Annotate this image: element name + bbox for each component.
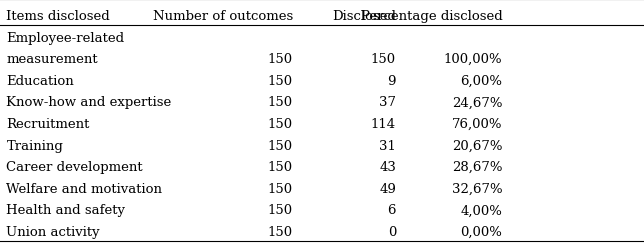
Text: 31: 31 bbox=[379, 139, 396, 152]
Text: 0: 0 bbox=[388, 225, 396, 238]
Text: 49: 49 bbox=[379, 182, 396, 195]
Text: Number of outcomes: Number of outcomes bbox=[153, 10, 293, 23]
Text: 150: 150 bbox=[268, 204, 293, 216]
Text: 24,67%: 24,67% bbox=[452, 96, 502, 109]
Text: Percentage disclosed: Percentage disclosed bbox=[361, 10, 502, 23]
Text: 6: 6 bbox=[388, 204, 396, 216]
Text: 6,00%: 6,00% bbox=[460, 74, 502, 88]
Text: 4,00%: 4,00% bbox=[460, 204, 502, 216]
Text: 150: 150 bbox=[268, 160, 293, 173]
Text: Health and safety: Health and safety bbox=[6, 204, 126, 216]
Text: 9: 9 bbox=[388, 74, 396, 88]
Text: Welfare and motivation: Welfare and motivation bbox=[6, 182, 162, 195]
Text: 37: 37 bbox=[379, 96, 396, 109]
Text: 150: 150 bbox=[268, 118, 293, 130]
Text: Recruitment: Recruitment bbox=[6, 118, 90, 130]
Text: 150: 150 bbox=[268, 182, 293, 195]
Text: Union activity: Union activity bbox=[6, 225, 100, 238]
Text: 20,67%: 20,67% bbox=[452, 139, 502, 152]
Text: measurement: measurement bbox=[6, 53, 98, 66]
Text: 150: 150 bbox=[268, 53, 293, 66]
Text: 150: 150 bbox=[268, 96, 293, 109]
Text: 76,00%: 76,00% bbox=[452, 118, 502, 130]
Text: 150: 150 bbox=[268, 139, 293, 152]
Text: Education: Education bbox=[6, 74, 74, 88]
Text: 150: 150 bbox=[268, 225, 293, 238]
Text: Items disclosed: Items disclosed bbox=[6, 10, 110, 23]
Text: 114: 114 bbox=[371, 118, 396, 130]
Text: Career development: Career development bbox=[6, 160, 143, 173]
Text: Training: Training bbox=[6, 139, 63, 152]
Text: 32,67%: 32,67% bbox=[451, 182, 502, 195]
Text: Know-how and expertise: Know-how and expertise bbox=[6, 96, 172, 109]
Text: 28,67%: 28,67% bbox=[452, 160, 502, 173]
Text: 43: 43 bbox=[379, 160, 396, 173]
Text: Disclosed: Disclosed bbox=[332, 10, 396, 23]
Text: 150: 150 bbox=[268, 74, 293, 88]
Text: Employee-related: Employee-related bbox=[6, 32, 124, 44]
Text: 100,00%: 100,00% bbox=[444, 53, 502, 66]
Text: 0,00%: 0,00% bbox=[460, 225, 502, 238]
Text: 150: 150 bbox=[371, 53, 396, 66]
